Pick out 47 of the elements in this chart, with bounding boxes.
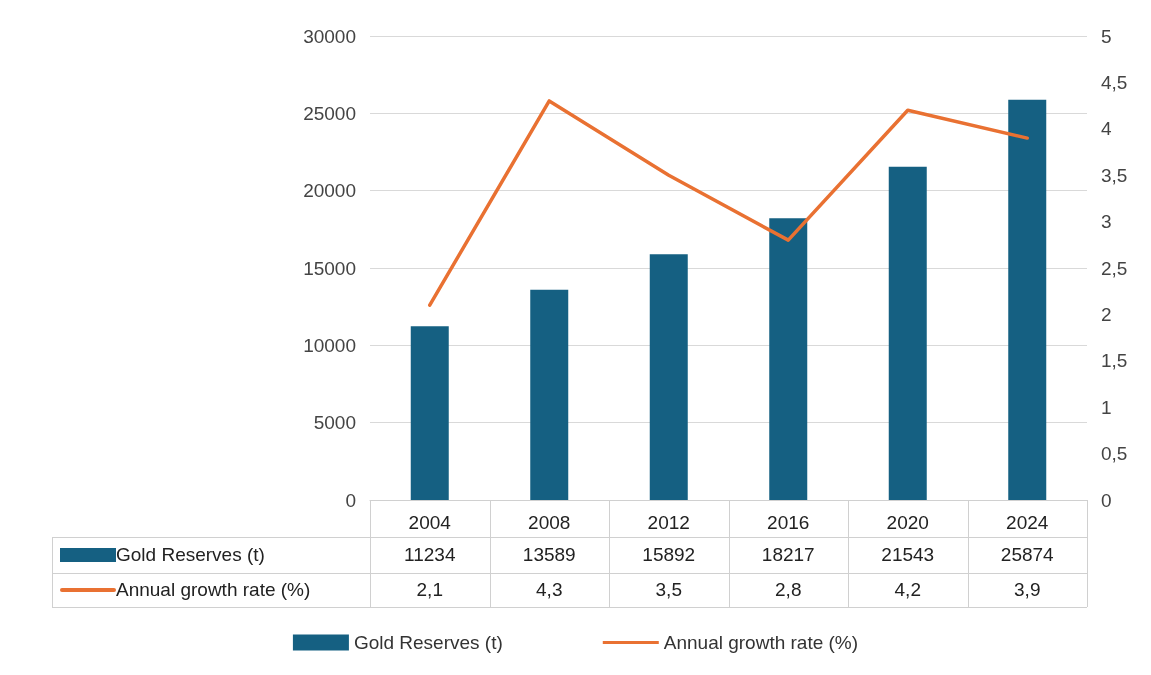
- text: Annual growth rate (%): [663, 632, 859, 653]
- x-tick-label: 2012: [647, 512, 690, 533]
- data-label: 21543: [880, 543, 936, 567]
- data-label: 3,5: [654, 578, 683, 602]
- data-label: 4,2: [893, 578, 922, 602]
- bar: [410, 326, 449, 500]
- y2-tick-label: 2: [1101, 303, 1112, 325]
- legend-label: Gold Reserves (t): [353, 632, 503, 653]
- y2-tick-label: 5: [1101, 25, 1112, 47]
- y2-tick-label: 3: [1101, 211, 1112, 233]
- x-tick-label: 2016: [767, 512, 810, 533]
- y2-tick-label: 0,5: [1101, 443, 1128, 465]
- y2-tick-label: 0: [1101, 489, 1112, 511]
- line-series: [428, 99, 1029, 307]
- y-tick-label: 20000: [303, 180, 356, 202]
- bar: [888, 166, 927, 500]
- y2-tick-label: 4: [1101, 118, 1112, 140]
- x-tick-label: 2024: [1006, 512, 1049, 533]
- x-tick-label: 2008: [528, 512, 571, 533]
- x-tick-label: 2004: [408, 512, 452, 533]
- data-label: 25874: [999, 543, 1055, 567]
- y2-tick-label: 3,5: [1101, 164, 1128, 186]
- data-label: 13589: [521, 543, 577, 567]
- x-tick-label: 2020: [886, 512, 929, 533]
- y2-tick-label: 4,5: [1101, 71, 1128, 93]
- data-label: 2,8: [774, 578, 803, 602]
- y2-tick-label: 2,5: [1101, 257, 1128, 279]
- bar: [1008, 99, 1047, 500]
- legend-label: Annual growth rate (%): [116, 578, 311, 602]
- text: Gold Reserves (t): [116, 544, 265, 565]
- y2-tick-label: 1,5: [1101, 350, 1128, 372]
- y-tick-label: 25000: [303, 102, 356, 124]
- bar: [530, 289, 569, 500]
- y-tick-label: 0: [345, 489, 356, 511]
- y-tick-label: 15000: [303, 257, 356, 279]
- y-tick-label: 5000: [313, 412, 356, 434]
- data-label: 3,9: [1013, 578, 1042, 602]
- data-label: 18217: [760, 543, 816, 567]
- bar: [769, 218, 808, 500]
- y2-tick-label: 1: [1101, 396, 1112, 418]
- data-label: 15892: [641, 543, 697, 567]
- data-label: 11234: [403, 543, 457, 567]
- y-tick-label: 30000: [303, 25, 356, 47]
- y-tick-label: 10000: [303, 334, 356, 356]
- data-label: 2,1: [415, 578, 444, 602]
- data-label: 4,3: [535, 578, 564, 602]
- bar: [649, 254, 688, 500]
